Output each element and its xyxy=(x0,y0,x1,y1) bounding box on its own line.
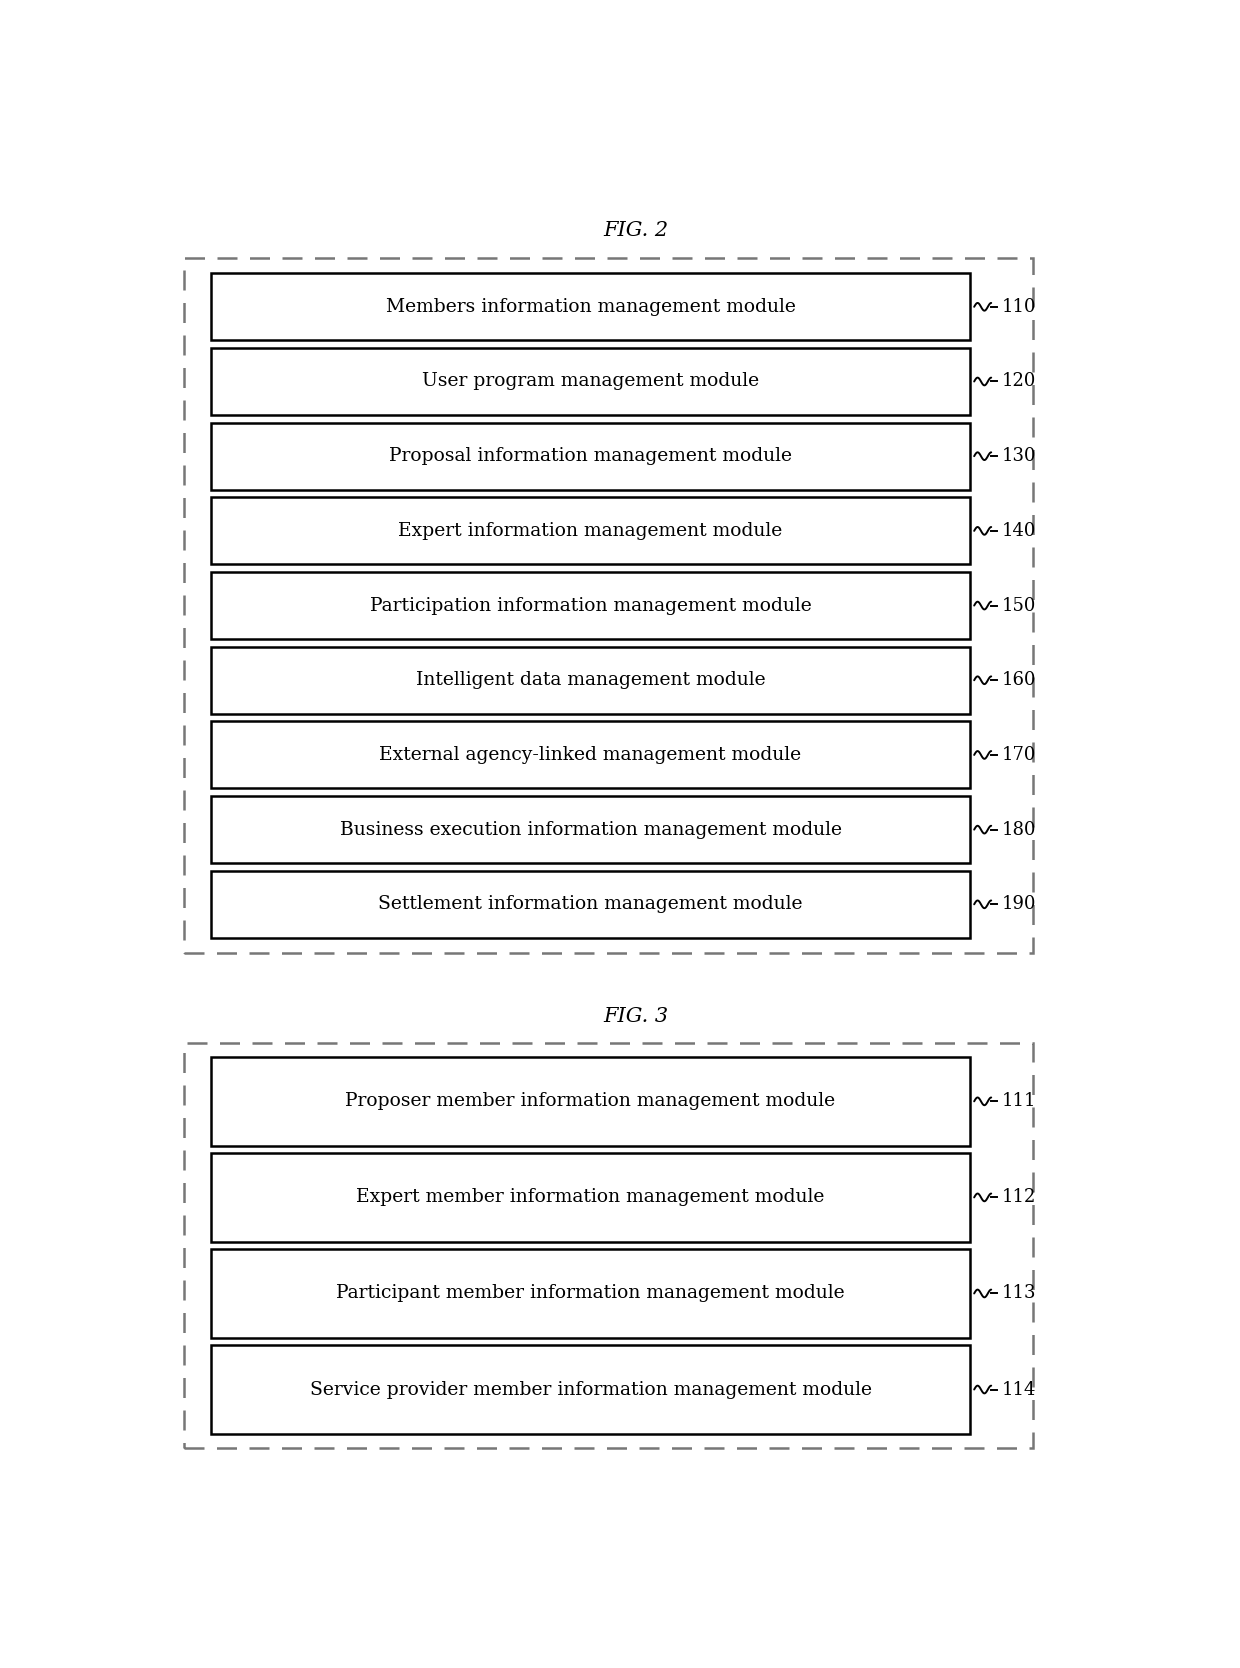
Bar xyxy=(185,1042,1033,1448)
Bar xyxy=(211,871,970,937)
Bar xyxy=(211,647,970,714)
Text: 113: 113 xyxy=(1002,1284,1037,1303)
Text: 114: 114 xyxy=(1002,1381,1037,1398)
Text: User program management module: User program management module xyxy=(422,372,759,390)
Text: Participant member information management module: Participant member information managemen… xyxy=(336,1284,844,1303)
Text: Settlement information management module: Settlement information management module xyxy=(378,896,802,914)
Text: Members information management module: Members information management module xyxy=(386,299,796,315)
Text: 111: 111 xyxy=(1002,1093,1037,1111)
Text: FIG. 2: FIG. 2 xyxy=(603,222,668,240)
Text: Intelligent data management module: Intelligent data management module xyxy=(415,671,765,689)
Text: Expert information management module: Expert information management module xyxy=(398,522,782,540)
Bar xyxy=(211,722,970,789)
Text: Service provider member information management module: Service provider member information mana… xyxy=(310,1381,872,1398)
Bar xyxy=(185,259,1033,952)
Bar xyxy=(211,1249,970,1338)
Text: FIG. 3: FIG. 3 xyxy=(603,1007,668,1026)
Text: 130: 130 xyxy=(1002,447,1037,465)
Bar xyxy=(211,497,970,564)
Bar xyxy=(211,274,970,340)
Text: 160: 160 xyxy=(1002,671,1037,689)
Bar xyxy=(211,1346,970,1434)
Text: 112: 112 xyxy=(1002,1188,1037,1206)
Bar xyxy=(211,572,970,639)
Text: 170: 170 xyxy=(1002,746,1037,764)
Text: 120: 120 xyxy=(1002,372,1037,390)
Text: 140: 140 xyxy=(1002,522,1037,540)
Text: 190: 190 xyxy=(1002,896,1037,914)
Bar xyxy=(211,796,970,862)
Bar xyxy=(211,1153,970,1241)
Bar xyxy=(211,422,970,490)
Bar xyxy=(211,1058,970,1146)
Bar xyxy=(211,349,970,415)
Text: Proposal information management module: Proposal information management module xyxy=(389,447,792,465)
Text: 110: 110 xyxy=(1002,299,1037,315)
Text: Expert member information management module: Expert member information management mod… xyxy=(356,1188,825,1206)
Text: 150: 150 xyxy=(1002,597,1037,614)
Text: External agency-linked management module: External agency-linked management module xyxy=(379,746,801,764)
Text: Participation information management module: Participation information management mod… xyxy=(370,597,811,614)
Text: 180: 180 xyxy=(1002,821,1037,839)
Text: Proposer member information management module: Proposer member information management m… xyxy=(346,1093,836,1111)
Text: Business execution information management module: Business execution information managemen… xyxy=(340,821,842,839)
